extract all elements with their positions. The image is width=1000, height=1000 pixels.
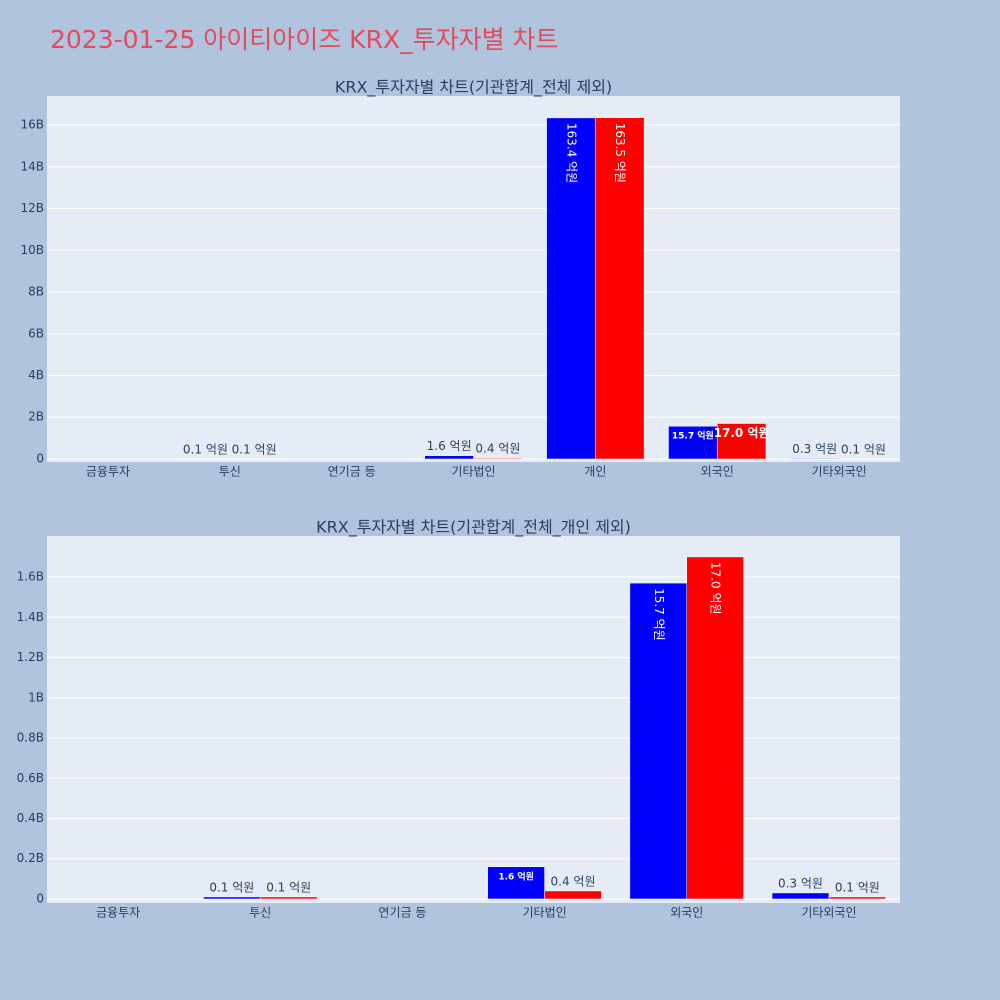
x-tick-label: 외국인 (701, 465, 734, 479)
y-tick-label: 12B (20, 201, 44, 215)
y-tick-label: 0.2B (17, 851, 44, 865)
bar (260, 896, 318, 900)
y-tick-label: 4B (28, 368, 44, 382)
y-tick-label: 1.2B (17, 650, 44, 664)
x-tick-label: 투신 (219, 465, 241, 479)
bar (544, 890, 602, 900)
plot-area (47, 96, 900, 462)
bar (424, 455, 474, 460)
value-label: 15.7 억원 (672, 430, 714, 442)
x-tick-label: 금융투자 (96, 906, 140, 920)
value-label: 1.6 억원 (427, 439, 472, 453)
y-tick-label: 0.4B (17, 811, 44, 825)
y-tick-label: 0.8B (17, 731, 44, 745)
x-tick-label: 연기금 등 (378, 906, 426, 920)
bar (487, 866, 545, 900)
bar (771, 892, 830, 900)
y-tick-label: 10B (20, 243, 44, 257)
value-label: 0.1 억원 (835, 880, 880, 894)
y-tick-label: 1.6B (17, 570, 44, 584)
x-tick-label: 기타외국인 (811, 465, 866, 479)
y-tick-label: 8B (28, 285, 44, 299)
x-tick-label: 기타법인 (451, 465, 495, 479)
value-label: 0.3 억원 (792, 442, 837, 456)
value-label: 0.4 억원 (551, 874, 596, 888)
bar (629, 582, 688, 900)
bar (790, 458, 840, 460)
value-label: 0.4 억원 (475, 442, 520, 456)
bar (686, 556, 744, 900)
x-tick-label: 연기금 등 (328, 465, 376, 479)
y-tick-label: 0 (36, 451, 44, 465)
x-tick-label: 개인 (584, 465, 606, 479)
value-label: 0.1 억원 (266, 880, 311, 894)
plot-area (47, 536, 900, 903)
value-label: 17.0 억원 (714, 426, 770, 440)
y-tick-label: 1.4B (17, 610, 44, 624)
value-label: 0.3 억원 (778, 876, 823, 890)
value-label: 163.4 억원 (564, 123, 578, 183)
y-tick-label: 2B (28, 410, 44, 424)
value-label: 17.0 억원 (709, 562, 723, 615)
value-label: 0.1 억원 (209, 880, 254, 894)
chart-title: KRX_투자자별 차트(기관합계_전체_개인 제외) (316, 518, 631, 538)
bar (716, 423, 767, 460)
y-tick-label: 1B (28, 690, 44, 704)
bar (595, 117, 645, 460)
x-tick-label: 기타외국인 (801, 906, 856, 920)
x-tick-label: 기타법인 (522, 906, 566, 920)
value-label: 0.1 억원 (841, 442, 886, 456)
bar (473, 457, 523, 460)
value-label: 1.6 억원 (498, 870, 534, 882)
bar (203, 896, 261, 900)
value-label: 0.1 억원 (232, 442, 277, 456)
y-tick-label: 0.6B (17, 771, 44, 785)
x-tick-label: 금융투자 (86, 465, 130, 479)
value-label: 163.5 억원 (613, 123, 627, 183)
y-tick-label: 14B (20, 159, 44, 173)
page-title: 2023-01-25 아이티아이즈 KRX_투자자별 차트 (50, 25, 559, 54)
chart-title: KRX_투자자별 차트(기관합계_전체 제외) (335, 78, 612, 98)
bar (546, 117, 596, 460)
y-tick-label: 16B (20, 118, 44, 132)
bar (668, 425, 718, 460)
value-label: 15.7 억원 (652, 588, 666, 641)
bar (828, 896, 887, 900)
x-tick-label: 외국인 (670, 906, 703, 920)
value-label: 0.1 억원 (183, 442, 228, 456)
y-tick-label: 6B (28, 326, 44, 340)
x-tick-label: 투신 (249, 906, 271, 920)
y-tick-label: 0 (36, 891, 44, 905)
